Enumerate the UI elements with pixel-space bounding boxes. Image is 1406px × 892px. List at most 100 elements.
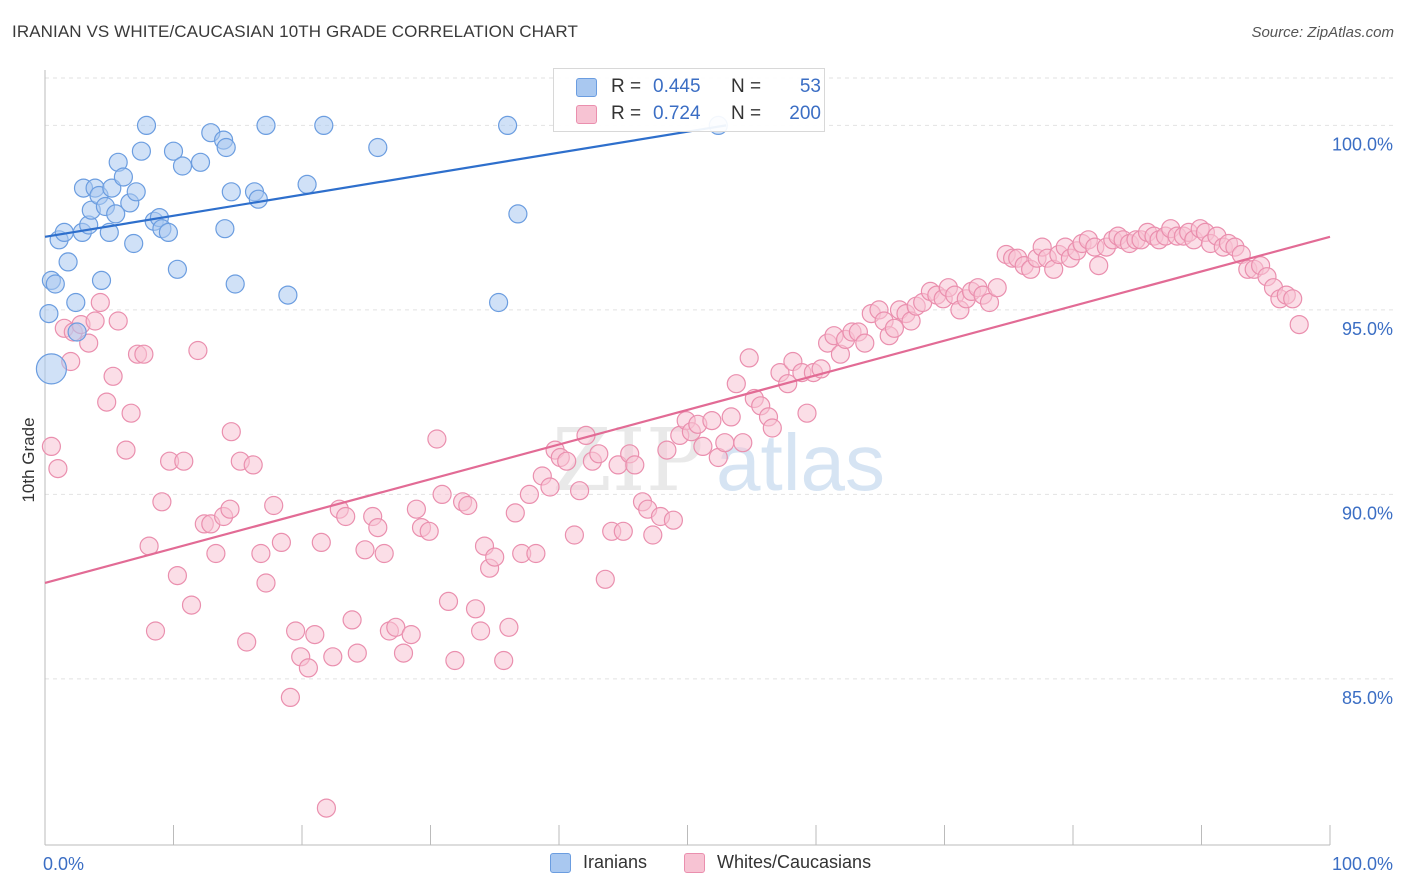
iranians-point: [66, 292, 86, 313]
iranians-point: [67, 322, 87, 342]
iranians-point: [225, 274, 245, 294]
whites-point: [979, 292, 1000, 313]
r-label: R =: [611, 103, 642, 124]
iranians-point: [190, 152, 211, 172]
iranians-swatch: [576, 77, 597, 97]
whites-point: [48, 459, 68, 479]
iranians-point: [256, 115, 276, 136]
whites-point: [393, 643, 414, 663]
whites-point: [589, 444, 609, 464]
whites-point: [256, 573, 276, 593]
whites-point: [280, 687, 300, 708]
iranians-point: [163, 141, 184, 161]
whites-point: [181, 595, 202, 615]
whites-point: [569, 481, 590, 501]
whites-point: [401, 624, 421, 645]
whites-point: [90, 292, 110, 313]
whites-point: [323, 647, 343, 667]
iranians-n-value: 53: [799, 76, 821, 97]
iranians-r-value: 0.445: [653, 76, 701, 97]
iranians-legend-label: Iranians: [583, 852, 648, 872]
whites-point: [499, 617, 519, 637]
whites-point: [368, 517, 388, 538]
whites-point: [419, 521, 439, 541]
whites-n-value: 200: [789, 103, 821, 124]
whites-point: [1289, 315, 1309, 335]
whites-point: [721, 407, 741, 427]
whites-point: [220, 499, 240, 519]
legend-row-whites: R = 0.724 N = 200: [576, 102, 821, 126]
iranians-point: [136, 115, 157, 136]
whites-point: [884, 318, 905, 338]
whites-point: [465, 599, 486, 619]
whites-point: [557, 451, 577, 471]
whites-point: [271, 532, 291, 553]
whites-point: [206, 543, 226, 564]
iranians-point: [508, 204, 528, 224]
whites-point: [663, 510, 684, 530]
iranians-point: [489, 292, 509, 313]
iranians-point: [297, 174, 317, 194]
whites-point: [298, 658, 318, 678]
whites-legend-label: Whites/Caucasians: [717, 852, 872, 872]
iranians-point: [498, 115, 518, 136]
whites-point: [97, 392, 117, 412]
whites-point: [657, 440, 677, 460]
whites-point: [342, 610, 362, 630]
whites-point: [355, 540, 375, 560]
iranians-point: [368, 137, 388, 158]
x-tick-label-max: 100.0%: [1332, 854, 1393, 874]
whites-point: [438, 591, 459, 612]
whites-point: [1089, 256, 1109, 276]
iranians-point: [91, 270, 112, 290]
whites-point: [188, 340, 208, 361]
iranians-point: [58, 252, 78, 272]
n-label: N =: [731, 103, 762, 124]
trend-lines: [44, 124, 1331, 585]
iranians-point: [167, 259, 187, 279]
whites-point: [595, 569, 615, 589]
y-axis-label: 10th Grade: [19, 417, 38, 502]
whites-point: [715, 433, 735, 453]
whites-point: [152, 492, 172, 512]
whites-point: [526, 543, 546, 564]
whites-point: [987, 278, 1007, 298]
x-tick-label-min: 0.0%: [43, 854, 84, 874]
iranians-legend-swatch: [550, 852, 571, 873]
whites-point: [625, 455, 645, 475]
whites-point: [458, 495, 478, 516]
whites-point: [121, 403, 141, 423]
whites-point: [347, 643, 367, 663]
whites-point: [564, 525, 585, 545]
whites-point: [494, 650, 514, 671]
whites-point: [797, 403, 817, 423]
legend-row-iranians: R = 0.445 N = 53: [576, 75, 821, 99]
series-legend: Iranians Whites/Caucasians: [0, 852, 1406, 876]
iranians-trend-line: [44, 124, 727, 238]
legend-item-iranians: Iranians: [550, 852, 647, 873]
iranians-point: [39, 304, 59, 324]
legend-item-whites: Whites/Caucasians: [684, 852, 871, 873]
r-label: R =: [611, 76, 642, 97]
iranians-point: [221, 182, 241, 202]
whites-point: [693, 436, 713, 456]
iranians-point: [102, 178, 122, 198]
whites-point: [134, 344, 154, 364]
whites-point: [264, 495, 284, 516]
whites-r-value: 0.724: [653, 103, 701, 124]
whites-point: [237, 632, 257, 652]
iranians-points: [35, 115, 728, 385]
iranians-point: [215, 219, 235, 239]
whites-point: [726, 374, 746, 394]
whites-point: [336, 506, 356, 527]
iranians-point: [278, 285, 298, 305]
n-label: N =: [731, 76, 762, 97]
whites-point: [445, 650, 465, 671]
y-tick-label: 90.0%: [1342, 503, 1393, 523]
whites-point: [374, 543, 394, 564]
whites-point: [427, 429, 447, 449]
y-tick-label: 100.0%: [1332, 134, 1393, 154]
whites-point: [613, 521, 633, 541]
whites-caucasians-points: [41, 219, 1309, 818]
whites-point: [505, 503, 525, 523]
